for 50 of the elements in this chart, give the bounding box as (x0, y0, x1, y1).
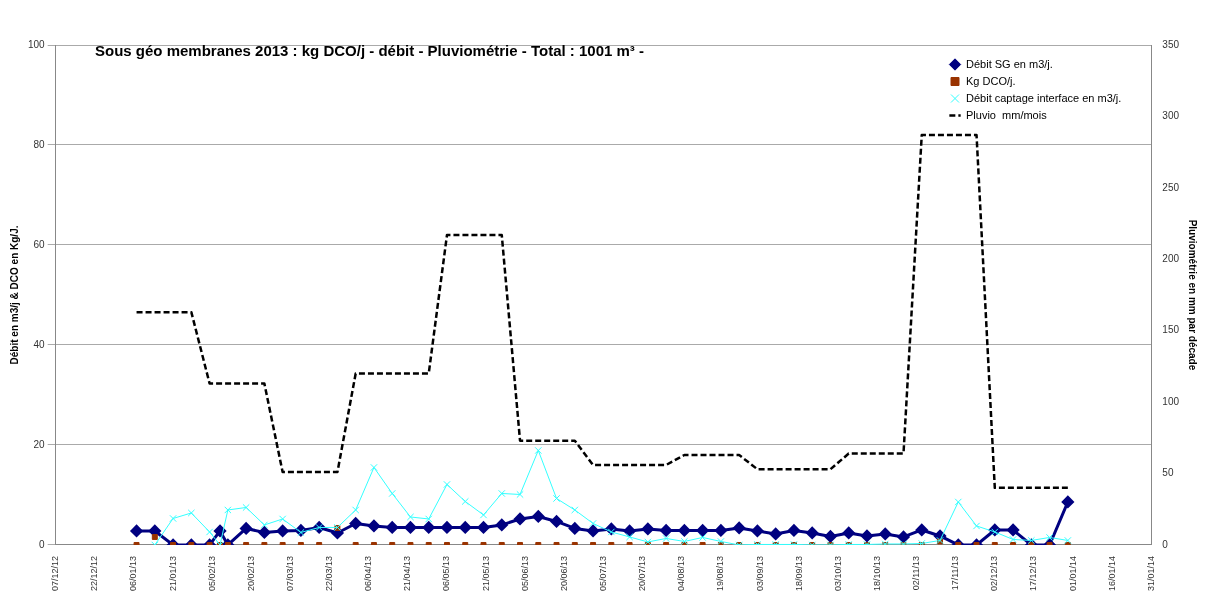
x-tick-label: 31/01/14 (1145, 555, 1156, 592)
legend-label: Débit captage interface en m3/j. (966, 91, 1122, 104)
y2-tick-label: 350 (1162, 38, 1180, 50)
x-tick-label: 01/01/14 (1067, 555, 1078, 592)
x-tick-label: 19/08/13 (715, 555, 726, 592)
x-tick-label: 21/01/13 (167, 555, 178, 592)
chart-title: Sous géo membranes 2013 : kg DCO/j - débit - Pluviométrie - Total : 1001 m³ - (95, 42, 645, 59)
y2-axis-title: Pluviométrie en mm par décade (1187, 219, 1199, 371)
x-tick-label: 20/02/13 (245, 555, 256, 592)
x-tick-label: 07/03/13 (284, 555, 295, 592)
x-tick-label: 18/09/13 (793, 555, 804, 592)
y2-tick-label: 50 (1162, 467, 1174, 479)
x-tick-label: 05/02/13 (206, 555, 217, 592)
y2-tick-label: 150 (1162, 324, 1180, 336)
x-tick-label: 17/11/13 (950, 555, 961, 591)
x-tick-label: 22/03/13 (324, 555, 335, 592)
y-axis-title: Débit en m3/j & DCO en Kg/J. (8, 225, 20, 365)
x-tick-label: 16/01/14 (1106, 555, 1117, 592)
y2-tick-label: 100 (1162, 395, 1180, 407)
x-tick-label: 18/10/13 (871, 555, 882, 592)
y2-tick-label: 300 (1162, 110, 1180, 122)
y2-tick-label: 250 (1162, 181, 1180, 193)
x-tick-label: 03/09/13 (754, 555, 765, 592)
y2-tick-label: 0 (1162, 538, 1169, 550)
x-tick-label: 03/10/13 (832, 555, 843, 592)
x-tick-label: 04/08/13 (676, 555, 687, 592)
x-tick-label: 06/04/13 (363, 555, 374, 592)
x-tick-label: 06/01/13 (128, 555, 139, 592)
y-tick-label: 60 (33, 238, 46, 250)
y-tick-label: 100 (28, 38, 46, 50)
x-tick-label: 07/12/12 (50, 555, 61, 592)
y-tick-label: 40 (33, 338, 46, 350)
x-tick-label: 05/07/13 (597, 555, 608, 592)
x-tick-label: 21/04/13 (402, 555, 413, 592)
x-tick-label: 20/06/13 (558, 555, 569, 592)
x-tick-label: 06/05/13 (441, 555, 452, 592)
legend-label: Kg DCO/j. (966, 74, 1016, 87)
y-tick-label: 80 (33, 138, 46, 150)
x-tick-label: 22/12/12 (89, 555, 100, 592)
x-tick-label: 21/05/13 (480, 555, 491, 592)
x-tick-label: 20/07/13 (637, 555, 648, 592)
y2-tick-label: 200 (1162, 253, 1180, 265)
y-tick-label: 0 (39, 538, 46, 550)
y-tick-label: 20 (33, 438, 46, 450)
x-tick-label: 02/11/13 (911, 555, 922, 591)
legend-label: Pluvio mm/mois (966, 108, 1048, 121)
x-tick-label: 05/06/13 (519, 555, 530, 592)
legend-label: Débit SG en m3/j. (966, 57, 1053, 70)
x-tick-label: 02/12/13 (989, 555, 1000, 592)
x-tick-label: 17/12/13 (1028, 555, 1039, 592)
